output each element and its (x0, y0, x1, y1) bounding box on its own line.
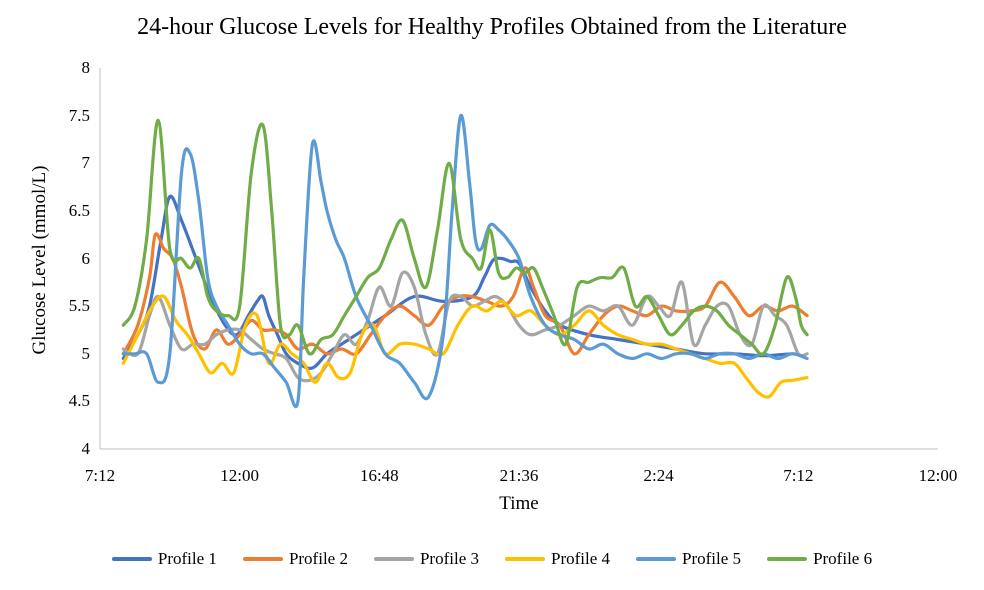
y-tick-label: 8 (81, 58, 91, 77)
series-line-profile-3 (121, 270, 809, 383)
series-line-profile-2 (121, 232, 809, 356)
legend-item-profile-1: Profile 1 (111, 549, 217, 569)
legend-swatch (505, 557, 545, 561)
legend-label: Profile 1 (157, 549, 217, 568)
legend-label: Profile 5 (682, 549, 742, 568)
series-line-profile-4 (121, 294, 809, 399)
legend-swatch (767, 557, 808, 561)
y-tick-label: 4.5 (68, 391, 90, 411)
x-tick-label: 12:00 (220, 466, 260, 485)
x-tick-label: 2:24 (643, 466, 674, 485)
legend-label: Profile 6 (813, 549, 873, 568)
y-tick-label: 5.5 (68, 296, 90, 316)
legend: Profile 1 Profile 2 Profile 3 Profile 4 Prof… (0, 549, 984, 569)
y-tick-label: 6.5 (68, 200, 90, 220)
legend-item-profile-3: Profile 3 (373, 549, 479, 569)
x-tick-label: 7:12 (783, 466, 814, 485)
y-tick-label: 5 (81, 343, 91, 363)
legend-swatch (373, 557, 414, 561)
legend-item-profile-6: Profile 6 (767, 549, 872, 569)
legend-label: Profile 4 (551, 549, 611, 568)
chart-title: 24-hour Glucose Levels for Healthy Profi… (137, 14, 847, 40)
legend-item-profile-5: Profile 5 (636, 549, 741, 569)
legend-label: Profile 3 (419, 549, 479, 568)
legend-item-profile-4: Profile 4 (505, 549, 610, 569)
legend-item-profile-2: Profile 2 (242, 549, 348, 569)
legend-swatch (636, 557, 677, 561)
series-line-profile-5 (121, 113, 809, 409)
y-tick-label: 6 (81, 248, 91, 268)
y-tick-label: 7.5 (68, 105, 90, 125)
y-tick-label: 7 (81, 153, 91, 173)
x-axis-label: Time (499, 493, 539, 514)
y-tick-label: 4 (81, 439, 91, 458)
x-tick-label: 12:00 (918, 466, 958, 485)
legend-swatch (242, 557, 283, 561)
legend-label: Profile 2 (288, 549, 348, 568)
x-tick-label: 21:36 (499, 466, 539, 485)
legend-swatch (111, 557, 152, 561)
x-tick-label: 7:12 (84, 466, 116, 485)
x-tick-label: 16:48 (359, 466, 399, 485)
series-line-profile-6 (121, 118, 809, 356)
